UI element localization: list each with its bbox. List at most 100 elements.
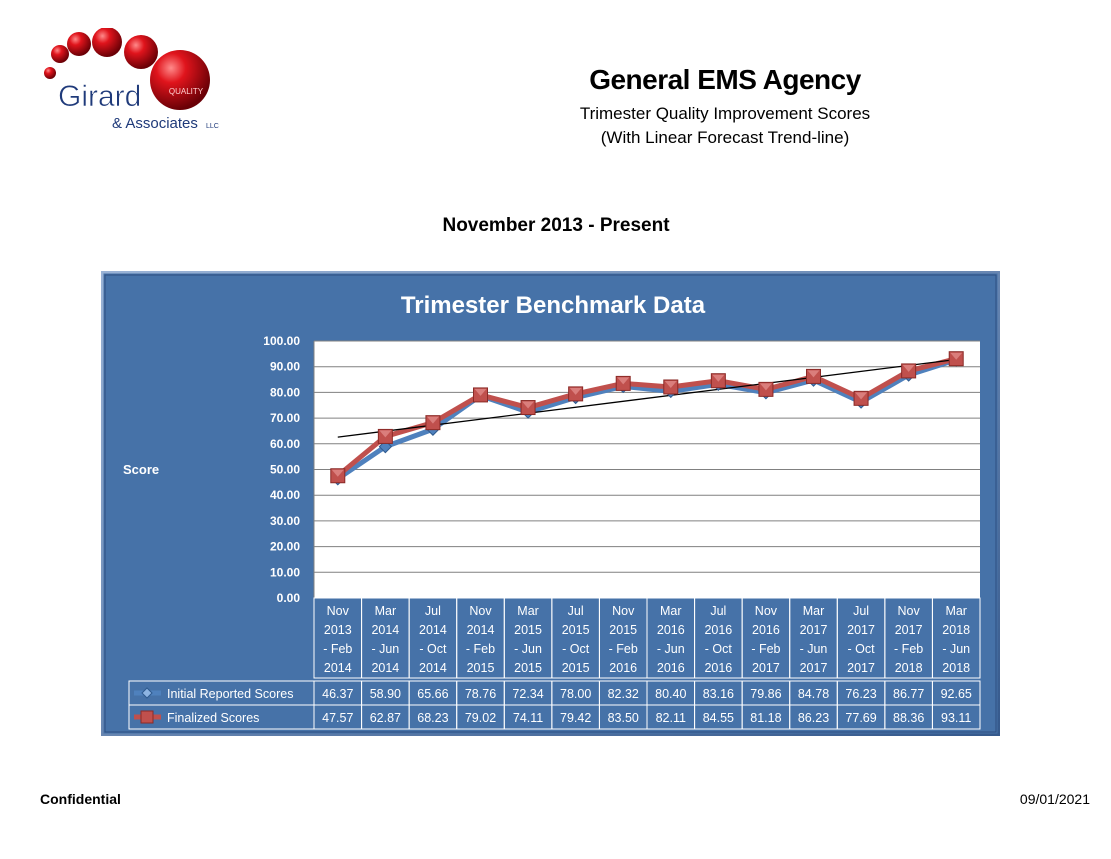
finalized-marker-highlight xyxy=(664,380,677,388)
data-label: 79.42 xyxy=(560,711,591,725)
x-tick-label: 2013 xyxy=(324,623,352,637)
legend-label: Initial Reported Scores xyxy=(167,687,293,701)
y-tick-label: 50.00 xyxy=(270,463,300,477)
x-tick-label: Nov xyxy=(898,604,921,618)
x-tick-label: - Oct xyxy=(848,642,876,656)
data-label: 58.90 xyxy=(370,687,401,701)
x-tick-label: - Feb xyxy=(466,642,495,656)
data-label: 74.11 xyxy=(513,711,543,725)
data-label: 78.76 xyxy=(465,687,496,701)
y-tick-label: 40.00 xyxy=(270,488,300,502)
x-tick-label: - Jun xyxy=(371,642,399,656)
logo-name-text: Girard xyxy=(58,80,141,113)
x-tick-label: 2016 xyxy=(657,661,685,675)
x-tick-label: Jul xyxy=(568,604,584,618)
x-tick-label: - Feb xyxy=(323,642,352,656)
finalized-marker-highlight xyxy=(474,388,487,396)
x-tick-label: - Jun xyxy=(800,642,828,656)
y-tick-label: 80.00 xyxy=(270,385,300,399)
x-tick-label: 2016 xyxy=(657,623,685,637)
x-tick-label: Nov xyxy=(612,604,635,618)
x-tick-label: 2018 xyxy=(895,661,923,675)
y-tick-label: 30.00 xyxy=(270,514,300,528)
data-label: 80.40 xyxy=(655,687,686,701)
data-label: 88.36 xyxy=(893,711,924,725)
finalized-marker-highlight xyxy=(379,430,392,438)
x-tick-label: - Jun xyxy=(514,642,542,656)
y-tick-label: 60.00 xyxy=(270,437,300,451)
x-tick-label: 2016 xyxy=(704,661,732,675)
x-tick-label: - Feb xyxy=(609,642,638,656)
x-tick-label: 2015 xyxy=(467,661,495,675)
y-tick-label: 10.00 xyxy=(270,565,300,579)
data-label: 77.69 xyxy=(845,711,876,725)
data-label: 82.32 xyxy=(608,687,639,701)
data-label: 83.16 xyxy=(703,687,734,701)
finalized-marker-highlight xyxy=(522,401,535,409)
data-label: 84.78 xyxy=(798,687,829,701)
data-label: 65.66 xyxy=(417,687,448,701)
x-tick-label: 2017 xyxy=(800,623,828,637)
legend-key-marker xyxy=(140,710,154,724)
x-tick-label: 2018 xyxy=(942,661,970,675)
logo-quality-text: QUALITY xyxy=(169,87,204,96)
x-tick-label: - Oct xyxy=(705,642,733,656)
logo-ball xyxy=(44,67,56,79)
y-tick-label: 0.00 xyxy=(277,591,301,605)
x-tick-label: 2015 xyxy=(514,661,542,675)
data-table: Initial Reported Scores 46.37 58.90 65.66 78… xyxy=(128,680,981,730)
data-label: 86.23 xyxy=(798,711,829,725)
logo-ball xyxy=(150,50,210,110)
period-heading: November 2013 - Present xyxy=(442,215,670,236)
x-tick-label: 2017 xyxy=(847,623,875,637)
data-label: 79.86 xyxy=(750,687,781,701)
logo-llc-text: LLC xyxy=(206,123,219,130)
logo-associates-text: & Associates xyxy=(112,115,198,132)
x-tick-label: 2016 xyxy=(752,623,780,637)
x-tick-label: 2018 xyxy=(942,623,970,637)
logo-ball xyxy=(67,32,91,56)
x-tick-label: Nov xyxy=(469,604,492,618)
finalized-marker-highlight xyxy=(617,377,630,385)
legend-label: Finalized Scores xyxy=(167,711,259,725)
data-label: 93.11 xyxy=(941,711,971,725)
x-tick-label: - Jun xyxy=(942,642,970,656)
x-tick-label: Jul xyxy=(853,604,869,618)
finalized-marker-highlight xyxy=(569,387,582,395)
y-tick-label: 20.00 xyxy=(270,540,300,554)
x-tick-label: 2014 xyxy=(324,661,352,675)
data-label: 79.02 xyxy=(465,711,496,725)
logo-ball xyxy=(92,28,122,57)
y-axis-tick-labels: 100.00 90.00 80.00 70.00 60.00 50.00 40.00 30.0… xyxy=(263,334,300,605)
series-markers xyxy=(330,351,964,486)
grid-lines xyxy=(313,340,980,599)
logo-ball xyxy=(51,45,69,63)
x-axis-category-table: Nov 2013 - Feb 2014 Mar 2014 - Jun 2014 Jul 2014 -… xyxy=(313,597,981,679)
data-label: 84.55 xyxy=(703,711,734,725)
data-cell xyxy=(931,704,981,730)
x-tick-label: 2015 xyxy=(514,623,542,637)
finalized-marker-highlight xyxy=(950,352,963,360)
data-label: 72.34 xyxy=(512,687,543,701)
chart-inner-edge xyxy=(104,274,997,733)
data-label: 78.00 xyxy=(560,687,591,701)
x-tick-label: 2016 xyxy=(704,623,732,637)
data-label: 46.37 xyxy=(322,687,353,701)
y-tick-label: 70.00 xyxy=(270,411,300,425)
x-tick-label: Mar xyxy=(517,604,539,618)
x-tick-label: Mar xyxy=(375,604,397,618)
series-line-finalized xyxy=(336,356,957,478)
x-tick-label: Nov xyxy=(755,604,778,618)
y-axis-label: Score xyxy=(123,462,159,477)
data-label: 62.87 xyxy=(370,711,401,725)
data-label: 92.65 xyxy=(941,687,972,701)
x-tick-label: - Feb xyxy=(894,642,923,656)
finalized-marker-highlight xyxy=(712,374,725,382)
finalized-marker-highlight xyxy=(807,370,820,378)
data-label: 76.23 xyxy=(845,687,876,701)
x-tick-label: 2015 xyxy=(562,661,590,675)
x-tick-label: - Oct xyxy=(419,642,447,656)
x-tick-label: Mar xyxy=(660,604,682,618)
data-label: 83.50 xyxy=(608,711,639,725)
benchmark-chart: Trimester Benchmark Data Score 100.00 90.… xyxy=(101,271,1000,736)
